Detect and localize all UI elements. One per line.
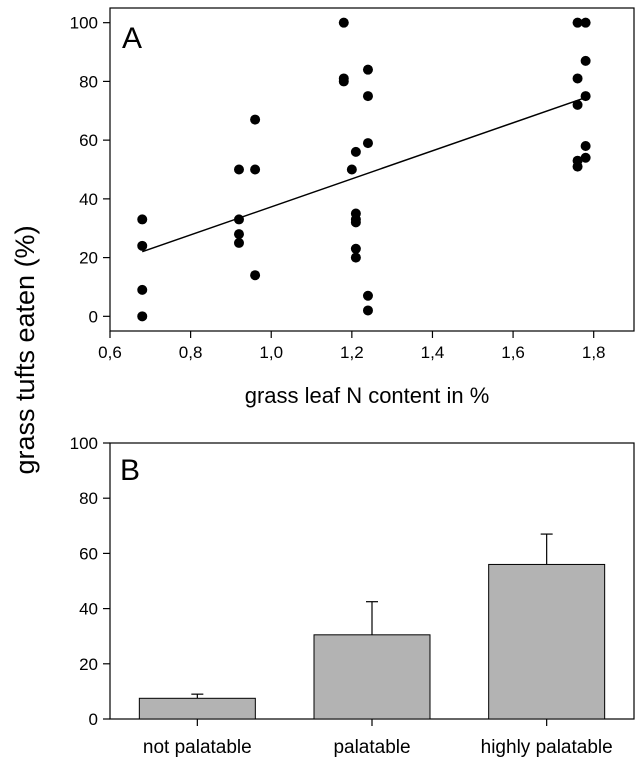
panel-b-ticks: 0 20 40 60 80 100 not palatable palatable highly…: [70, 434, 613, 758]
panel-b-bar: [313, 634, 431, 720]
panel-a-y-tick-label: 0: [89, 307, 98, 326]
panel-a-data-point: [250, 270, 261, 281]
panel-a-data-point: [580, 91, 591, 102]
panel-b-bar: [488, 563, 606, 720]
panel-b-bar: [138, 697, 256, 720]
panel-a-data-point: [580, 17, 591, 28]
panel-b-bar-chart: 0 20 40 60 80 100 not palatable palatable highly…: [70, 434, 635, 758]
panel-a-data-point: [572, 17, 583, 28]
panel-a-data-point: [572, 73, 583, 84]
panel-a-label: A: [122, 22, 142, 55]
panel-a-data-point: [338, 17, 349, 28]
panel-a-data-point: [580, 152, 591, 163]
panel-a-x-tick-label: 1,4: [421, 343, 445, 362]
panel-a-data-point: [580, 55, 591, 66]
panel-a-x-axis-label: grass leaf N content in %: [245, 383, 490, 408]
panel-a-data-point: [350, 252, 361, 263]
panel-a-y-tick-label: 80: [79, 72, 98, 91]
panel-b-category-label: not palatable: [143, 737, 252, 758]
panel-a-points: [137, 17, 591, 322]
panel-b-category-label: palatable: [333, 737, 410, 758]
panel-a-data-point: [362, 290, 373, 301]
panel-a-data-point: [233, 164, 244, 175]
panel-a-data-point: [362, 138, 373, 149]
panel-a-data-point: [233, 237, 244, 248]
panel-a-data-point: [362, 91, 373, 102]
panel-a-data-point: [362, 64, 373, 75]
panel-a-x-tick-label: 0,8: [179, 343, 203, 362]
panel-a-data-point: [572, 99, 583, 110]
panel-a-ticks: 0,6 0,8 1,0 1,2 1,4 1,6 1,8 0 20 40 60 80 100: [70, 14, 606, 362]
panel-a-x-tick-label: 1,8: [582, 343, 606, 362]
panel-a-scatter-chart: 0,6 0,8 1,0 1,2 1,4 1,6 1,8 0 20 40 60 80 100 A gras…: [70, 7, 635, 408]
panel-b-category-label: highly palatable: [481, 737, 613, 758]
panel-b-y-tick-label: 80: [79, 489, 98, 508]
panel-a-data-point: [350, 146, 361, 157]
panel-a-data-point: [137, 284, 148, 295]
panel-b-bars: [138, 533, 606, 720]
panel-b-y-tick-label: 100: [70, 434, 98, 453]
panel-a-data-point: [362, 305, 373, 316]
panel-a-data-point: [250, 114, 261, 125]
panel-a-data-point: [137, 240, 148, 251]
panel-a-y-tick-label: 20: [79, 249, 98, 268]
panel-a-data-point: [338, 76, 349, 87]
panel-a-data-point: [350, 217, 361, 228]
panel-b-y-tick-label: 60: [79, 544, 98, 563]
panel-a-data-point: [250, 164, 261, 175]
panel-b-label: B: [120, 454, 140, 487]
panel-a-x-tick-label: 0,6: [98, 343, 122, 362]
panel-a-y-tick-label: 60: [79, 131, 98, 150]
panel-a-data-point: [350, 243, 361, 254]
panel-b-y-tick-label: 20: [79, 655, 98, 674]
panel-a-regression-line: [141, 96, 586, 253]
panel-a-data-point: [233, 229, 244, 240]
shared-y-axis-label: grass tufts eaten (%): [10, 225, 40, 474]
panel-a-frame: [109, 7, 635, 332]
panel-a-x-tick-label: 1,0: [259, 343, 283, 362]
panel-a-data-point: [137, 311, 148, 322]
panel-a-data-point: [580, 141, 591, 152]
panel-b-y-tick-label: 0: [89, 710, 98, 729]
panel-a-data-point: [137, 214, 148, 225]
panel-a-data-point: [233, 214, 244, 225]
panel-b-y-tick-label: 40: [79, 600, 98, 619]
panel-a-x-tick-label: 1,6: [501, 343, 525, 362]
panel-a-regression: [141, 96, 586, 253]
panel-a-y-tick-label: 40: [79, 190, 98, 209]
panel-a-y-tick-label: 100: [70, 14, 98, 33]
panel-a-data-point: [572, 161, 583, 172]
panel-a-x-tick-label: 1,2: [340, 343, 364, 362]
panel-a-data-point: [346, 164, 357, 175]
